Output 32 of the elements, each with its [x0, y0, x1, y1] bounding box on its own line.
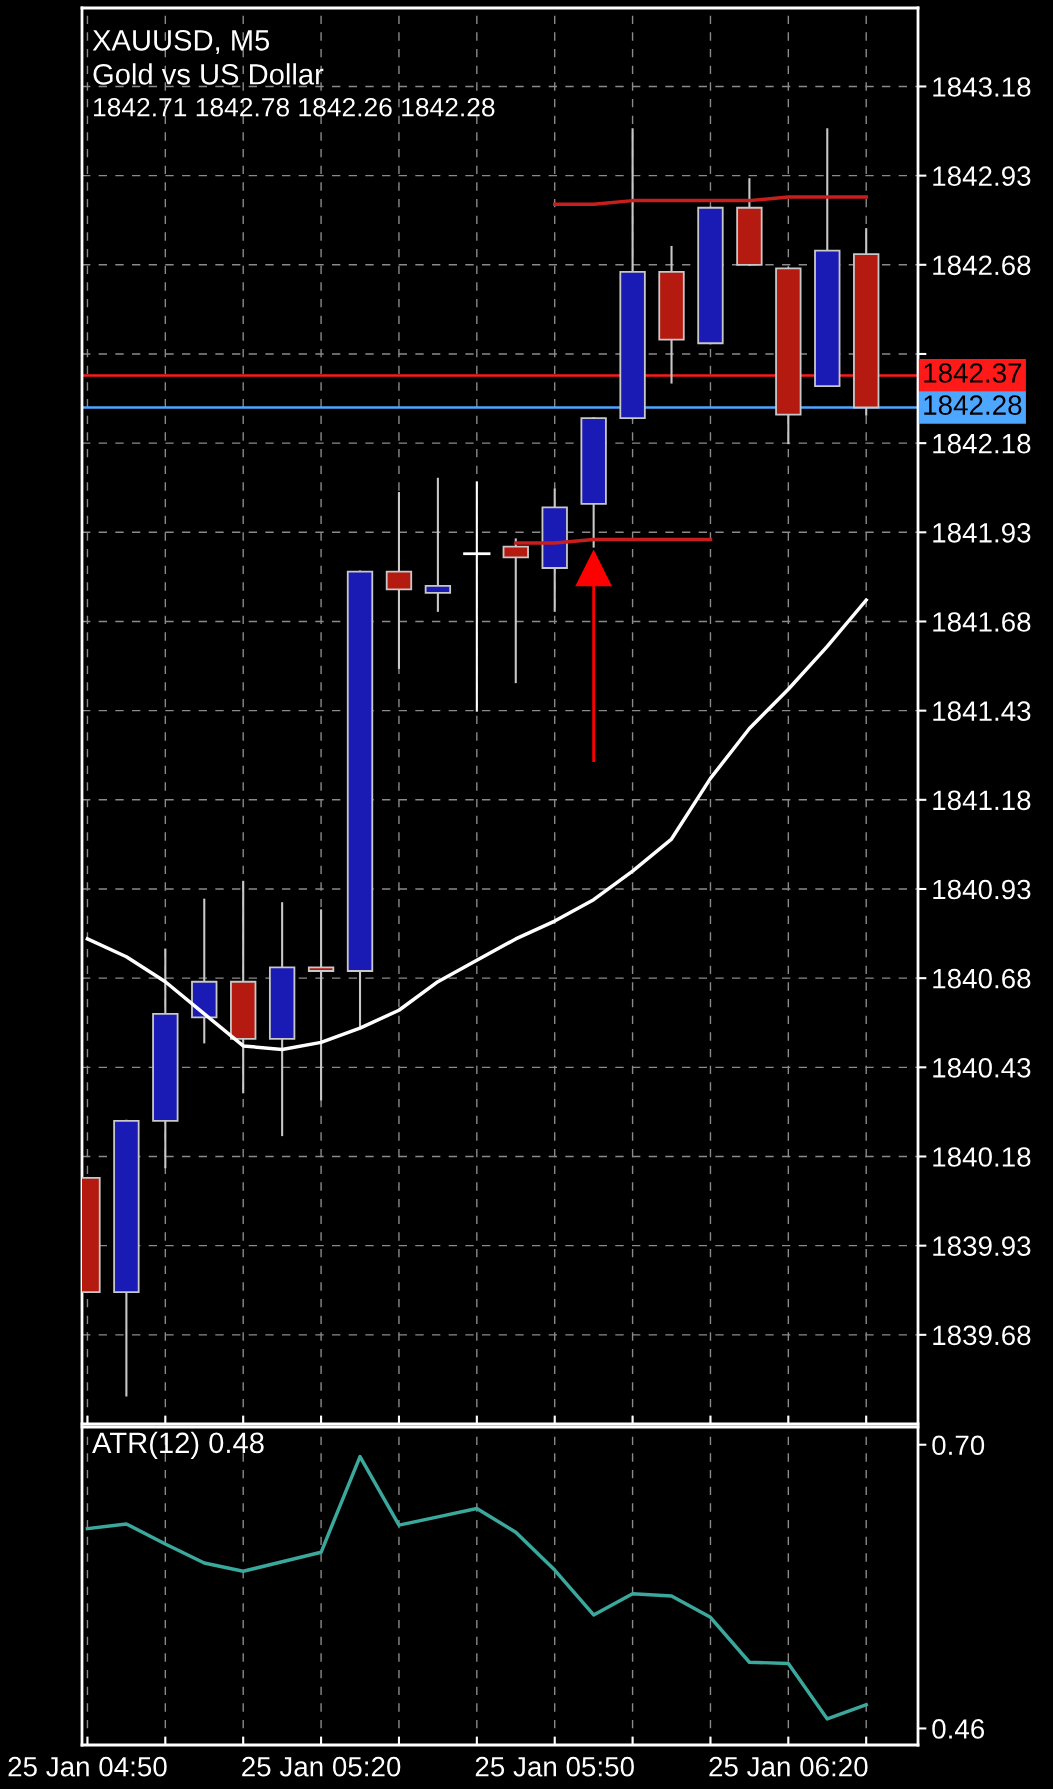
- ref-line-label: 1842.37: [924, 363, 1022, 383]
- y-tick-label: 0.70: [932, 1435, 985, 1456]
- candlestick: [502, 538, 529, 684]
- text: Gold vs US Dollar: [93, 63, 324, 85]
- y-tick-label: 1841.93: [933, 522, 1031, 543]
- y-tick-label: 0.46: [932, 1719, 985, 1739]
- y-tick-label: 1839.93: [933, 1236, 1031, 1256]
- text: XAUUSD, M5: [92, 30, 270, 55]
- y-tick-label: 1842.93: [933, 166, 1031, 186]
- y-tick-label: 1840.93: [933, 879, 1031, 900]
- annotation: 1842.71 1842.78 1842.26 1842.28: [94, 97, 495, 117]
- chart-title: ATR(12) 0.48: [92, 1431, 264, 1459]
- y-tick-label: 1841.18: [933, 790, 1031, 811]
- y-tick-label: 1842.18: [933, 433, 1031, 454]
- y-tick-label: 1839.68: [933, 1325, 1031, 1346]
- y-tick-label: 1840.18: [933, 1147, 1031, 1167]
- x-tick-label: 25 Jan 04:50: [8, 1756, 167, 1777]
- y-tick-label: 1841.43: [933, 701, 1031, 721]
- y-tick-label: 1843.18: [933, 77, 1031, 97]
- y-tick-label: 1840.68: [933, 968, 1031, 989]
- y-tick-label: 1842.68: [933, 255, 1031, 276]
- candlestick: [424, 477, 452, 612]
- candlestick: [307, 909, 335, 1101]
- y-tick-label: 1841.68: [933, 612, 1031, 632]
- x-tick-label: 25 Jan 06:20: [709, 1756, 868, 1777]
- x-tick-label: 25 Jan 05:50: [475, 1756, 634, 1777]
- x-tick-label: 25 Jan 05:20: [242, 1756, 401, 1777]
- candlestick: [385, 492, 413, 669]
- ref-line-label: 1842.28: [924, 395, 1022, 415]
- line-series: [85, 598, 868, 1052]
- candlestick: [463, 481, 491, 712]
- y-tick-label: 1840.43: [933, 1057, 1031, 1078]
